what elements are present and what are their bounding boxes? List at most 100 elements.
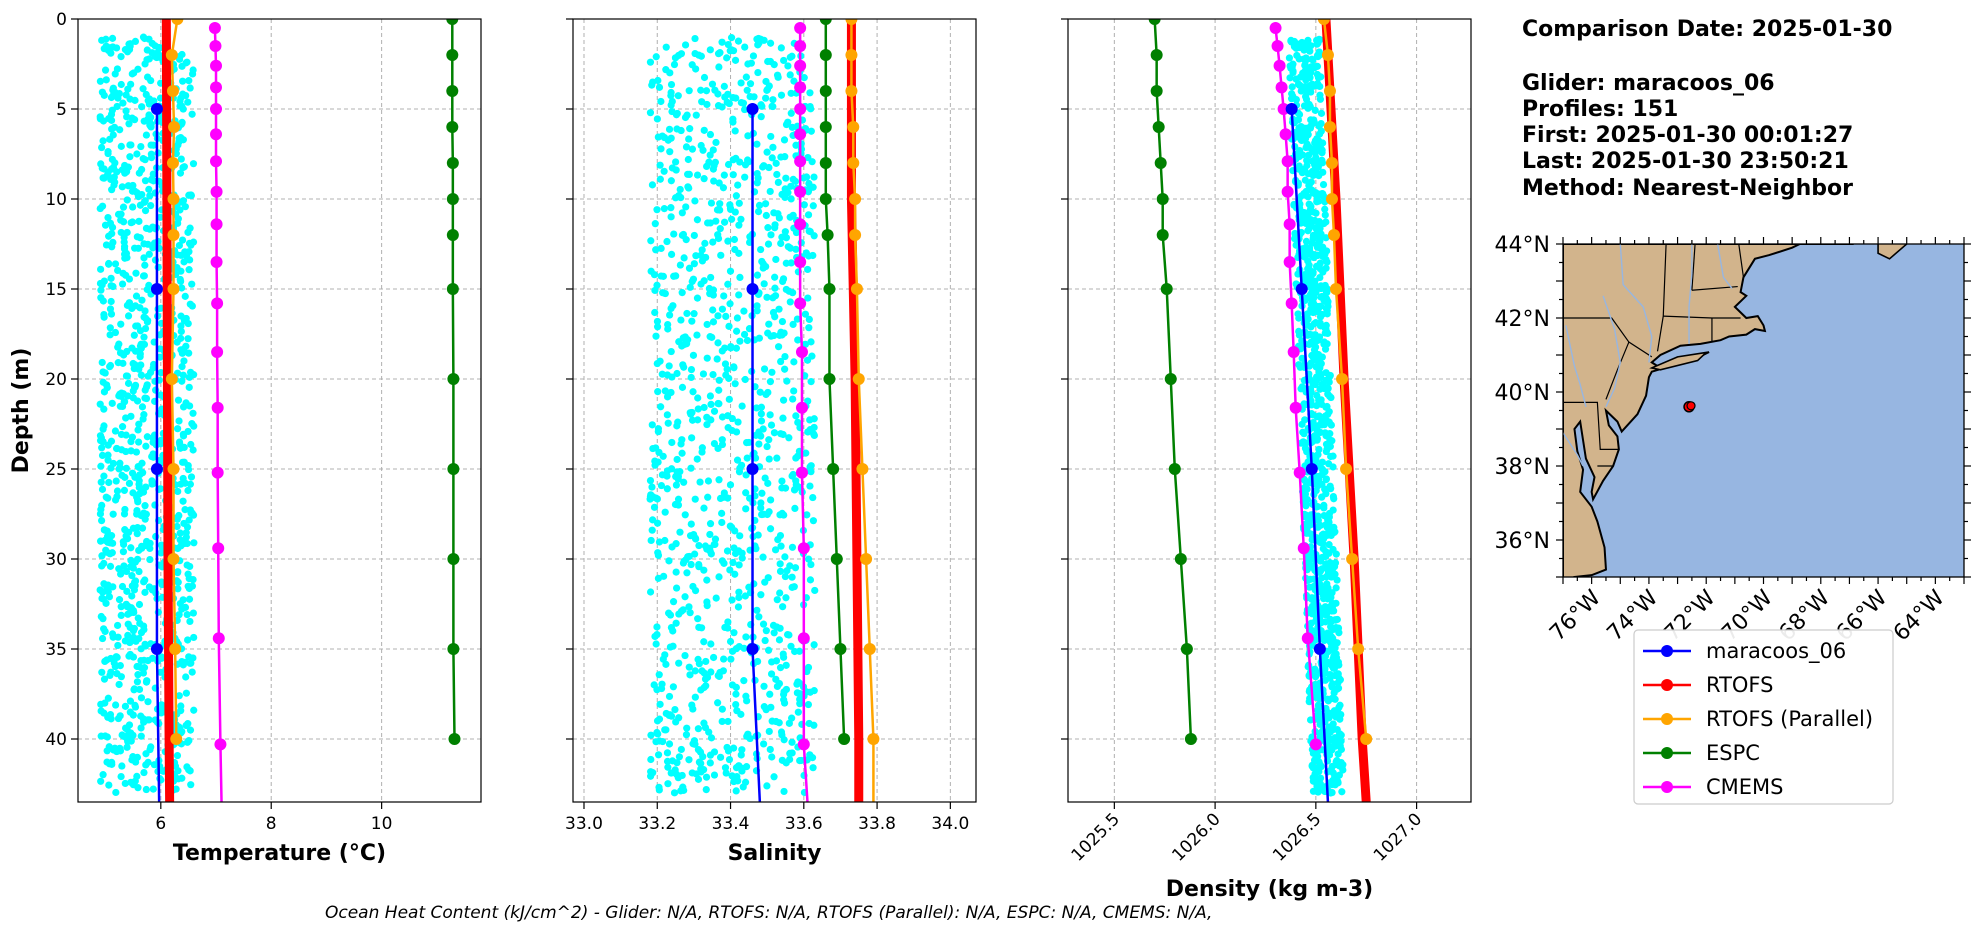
scatter-point — [780, 653, 788, 661]
comparison-date: Comparison Date: 2025-01-30 — [1522, 17, 1892, 42]
scatter-point — [669, 627, 677, 635]
scatter-point — [180, 345, 188, 353]
scatter-point — [781, 553, 789, 561]
series-marker — [838, 733, 851, 745]
scatter-point — [682, 731, 691, 739]
scatter-point — [699, 370, 708, 378]
scatter-point — [665, 557, 673, 565]
x-tick-label: 33.4 — [712, 814, 750, 834]
scatter-point — [126, 697, 135, 705]
scatter-point — [157, 369, 165, 377]
x-axis: 6 8 10 — [155, 802, 392, 834]
scatter-point — [186, 726, 195, 734]
scatter-point — [128, 592, 136, 600]
series-marker — [797, 632, 810, 645]
scatter-point — [1336, 742, 1344, 750]
scatter-point — [106, 550, 114, 558]
scatter-point — [1307, 121, 1316, 129]
series-marker — [210, 155, 223, 168]
profile-count: Profiles: 151 — [1522, 97, 1678, 122]
scatter-point — [714, 699, 722, 707]
series-marker — [167, 283, 180, 295]
scatter-point — [701, 239, 709, 247]
scatter-point — [104, 694, 112, 702]
scatter-point — [142, 750, 150, 758]
scatter-point — [121, 702, 130, 710]
scatter-point — [96, 400, 104, 408]
scatter-point — [1312, 225, 1320, 233]
scatter-point — [114, 641, 122, 650]
scatter-point — [1338, 788, 1346, 796]
scatter-point — [185, 266, 193, 274]
scatter-point — [742, 692, 750, 700]
legend-item: maracoos_06 — [1643, 639, 1846, 664]
scatter-point — [1299, 428, 1307, 436]
scatter-point — [117, 142, 125, 150]
scatter-point — [1310, 64, 1318, 72]
scatter-point — [694, 725, 702, 733]
scatter-point — [119, 99, 127, 107]
scatter-point — [763, 293, 771, 301]
series-marker — [211, 346, 224, 358]
scatter-point — [735, 588, 743, 596]
x-tick-label: 1026.0 — [1168, 809, 1224, 865]
glider-scatter — [96, 33, 198, 797]
scatter-point — [731, 380, 739, 388]
scatter-point — [188, 110, 196, 118]
scatter-point — [98, 634, 107, 643]
series-marker — [448, 733, 461, 745]
scatter-point — [127, 544, 135, 552]
scatter-point — [664, 763, 672, 771]
scatter-point — [661, 508, 669, 516]
scatter-point — [129, 359, 137, 368]
scatter-point — [771, 273, 779, 281]
scatter-point — [647, 755, 655, 764]
scatter-point — [119, 203, 128, 211]
scatter-point — [810, 431, 818, 440]
series-marker — [1313, 643, 1326, 655]
scatter-point — [806, 89, 814, 97]
series-marker — [794, 40, 807, 52]
series-marker — [150, 103, 163, 115]
scatter-point — [769, 294, 777, 302]
scatter-point — [741, 592, 749, 600]
scatter-point — [1317, 109, 1326, 117]
map-lat-label: 36°N — [1495, 529, 1550, 554]
scatter-point — [1318, 353, 1326, 361]
scatter-point — [176, 441, 184, 450]
scatter-point — [685, 87, 693, 95]
scatter-point — [149, 434, 157, 442]
scatter-point — [189, 409, 197, 417]
scatter-point — [706, 130, 715, 139]
scatter-point — [1306, 716, 1315, 724]
scatter-point — [1313, 426, 1321, 434]
scatter-point — [133, 233, 141, 241]
scatter-point — [709, 370, 717, 379]
scatter-point — [667, 204, 675, 212]
scatter-point — [767, 670, 776, 678]
scatter-point — [678, 436, 686, 444]
scatter-point — [691, 34, 699, 43]
scatter-point — [787, 89, 795, 97]
scatter-point — [694, 394, 702, 402]
scatter-point — [669, 683, 677, 691]
scatter-point — [809, 251, 817, 260]
x-axis: 33.0 33.2 33.4 33.6 33.8 34.0 — [565, 802, 969, 834]
scatter-point — [184, 486, 192, 495]
river — [1565, 325, 1587, 407]
scatter-point — [1321, 618, 1330, 626]
scatter-point — [763, 148, 771, 156]
scatter-point — [682, 143, 691, 151]
scatter-point — [107, 116, 116, 124]
scatter-point — [723, 54, 731, 62]
scatter-point — [661, 387, 669, 395]
scatter-point — [146, 192, 154, 200]
scatter-point — [100, 675, 109, 683]
x-tick-label: 33.2 — [638, 814, 676, 834]
scatter-point — [662, 726, 670, 734]
scatter-point — [133, 150, 141, 158]
scatter-point — [760, 280, 768, 288]
scatter-point — [791, 504, 799, 513]
scatter-point — [178, 363, 186, 371]
scatter-point — [156, 668, 165, 676]
